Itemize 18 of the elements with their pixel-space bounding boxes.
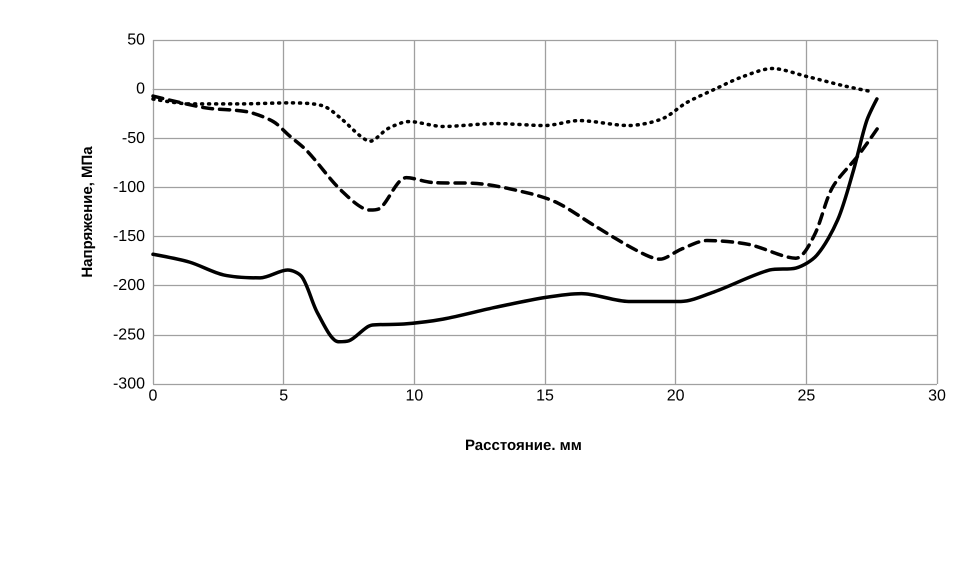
- y-tick-label: -200: [112, 277, 146, 294]
- y-axis-title: Напряжение, МПа: [79, 146, 96, 278]
- x-axis-title: Расстояние. мм: [465, 437, 582, 454]
- y-tick-label: -250: [112, 326, 146, 344]
- y-tick-label: -50: [122, 130, 146, 147]
- line-series: [151, 97, 879, 344]
- x-tick-label: 20: [666, 388, 685, 404]
- x-tick-label: 0: [148, 388, 158, 404]
- x-tick-label: 25: [797, 388, 816, 404]
- y-tick-label: -300: [112, 376, 146, 392]
- y-tick-label: -150: [112, 228, 146, 246]
- x-tick-label: 5: [279, 388, 288, 404]
- y-tick-label: 0: [136, 80, 146, 98]
- x-tick-label: 10: [405, 388, 424, 404]
- y-tick-label: -100: [112, 178, 146, 196]
- y-tick-label: 50: [127, 32, 146, 48]
- x-tick-label: 15: [536, 388, 554, 404]
- x-tick-label: 30: [928, 388, 946, 404]
